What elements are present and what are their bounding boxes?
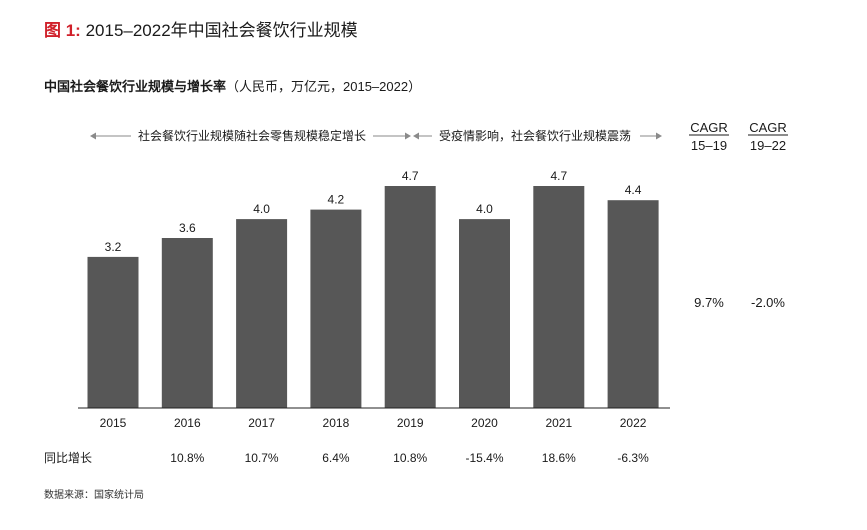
growth-value-2016: 10.8%	[170, 451, 204, 465]
growth-value-2018: 6.4%	[322, 451, 350, 465]
figure-label: 图 1:	[44, 21, 81, 40]
bar-2017	[236, 219, 288, 408]
growth-value-2019: 10.8%	[393, 451, 427, 465]
cagr-2-label-bottom: 19–22	[750, 138, 786, 153]
value-label-2015: 3.2	[105, 240, 122, 254]
value-label-2017: 4.0	[253, 202, 270, 216]
bar-2021	[533, 186, 585, 408]
value-label-2018: 4.2	[328, 193, 345, 207]
x-tick-label-2015: 2015	[100, 416, 127, 430]
cagr-1-value: 9.7%	[694, 295, 724, 310]
value-label-2016: 3.6	[179, 221, 196, 235]
chart-title-units: （人民币，万亿元，2015–2022）	[226, 79, 422, 94]
growth-value-2017: 10.7%	[245, 451, 279, 465]
annotation-2-left-arrowhead	[413, 132, 419, 140]
x-tick-label-2020: 2020	[471, 416, 498, 430]
figure-title: 图 1: 2015–2022年中国社会餐饮行业规模	[44, 16, 358, 41]
annotation-1-right-arrowhead	[405, 132, 411, 140]
bar-2015	[87, 256, 139, 408]
cagr-1-label-bottom: 15–19	[691, 138, 727, 153]
x-tick-label-2018: 2018	[323, 416, 350, 430]
chart-title-main: 中国社会餐饮行业规模与增长率	[44, 79, 227, 94]
value-label-2021: 4.7	[550, 169, 567, 183]
annotation-2-right-arrowhead	[656, 132, 662, 140]
cagr-2-label-top: CAGR	[749, 120, 787, 135]
value-label-2022: 4.4	[625, 183, 642, 197]
figure-title-text: 2015–2022年中国社会餐饮行业规模	[85, 21, 358, 40]
x-tick-label-2016: 2016	[174, 416, 201, 430]
bar-2019	[384, 186, 436, 408]
bar-2016	[161, 238, 213, 408]
bar-2022	[607, 200, 659, 408]
annotation-1-text: 社会餐饮行业规模随社会零售规模稳定增长	[138, 128, 366, 143]
value-label-2019: 4.7	[402, 169, 419, 183]
x-tick-label-2021: 2021	[545, 416, 572, 430]
chart-title: 中国社会餐饮行业规模与增长率（人民币，万亿元，2015–2022）	[44, 76, 421, 95]
annotation-1-left-arrowhead	[90, 132, 96, 140]
bar-2018	[310, 209, 362, 408]
cagr-2-value: -2.0%	[751, 295, 785, 310]
source-note: 数据来源：国家统计局	[44, 490, 144, 501]
annotation-2-text: 受疫情影响，社会餐饮行业规模震荡	[439, 128, 631, 143]
growth-value-2021: 18.6%	[542, 451, 576, 465]
x-tick-label-2017: 2017	[248, 416, 275, 430]
x-tick-label-2019: 2019	[397, 416, 424, 430]
cagr-1-label-top: CAGR	[690, 120, 728, 135]
growth-value-2020: -15.4%	[465, 451, 503, 465]
growth-row-label: 同比增长	[44, 451, 92, 465]
bar-2020	[459, 219, 510, 408]
growth-value-2022: -6.3%	[617, 451, 649, 465]
x-tick-label-2022: 2022	[620, 416, 647, 430]
value-label-2020: 4.0	[476, 202, 493, 216]
